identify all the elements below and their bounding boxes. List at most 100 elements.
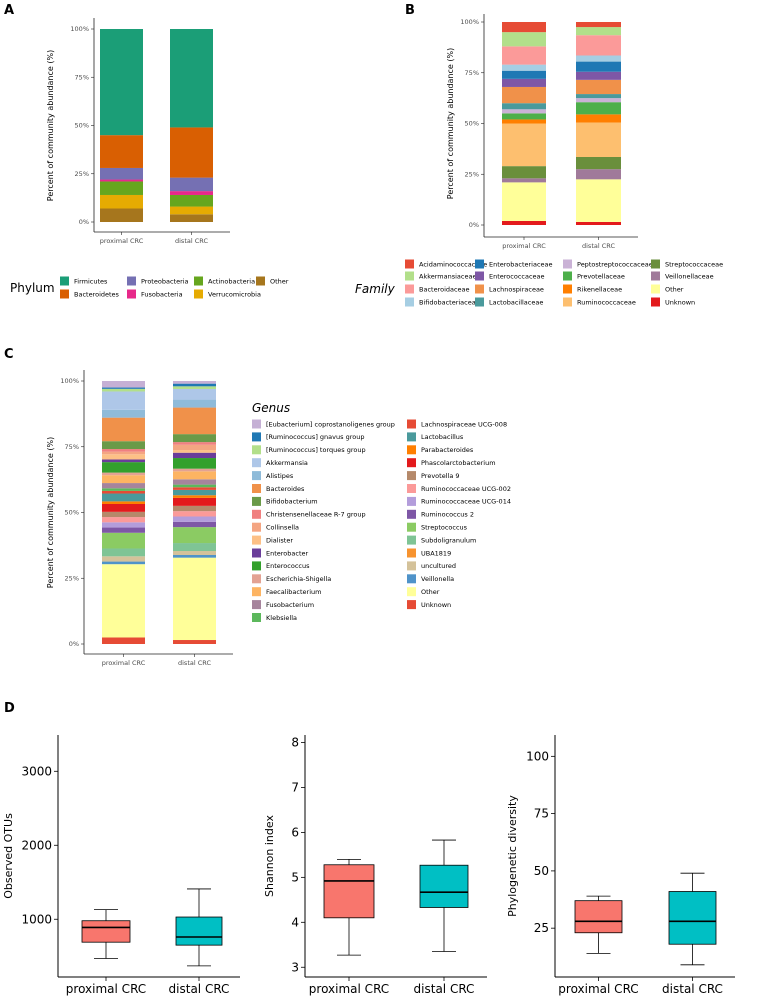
bar-segment <box>173 407 216 435</box>
legend-swatch <box>252 535 261 545</box>
legend-swatch <box>60 276 69 286</box>
bar-segment <box>102 490 145 494</box>
legend-swatch <box>252 496 261 506</box>
bar-segment <box>173 442 216 445</box>
bar-segment <box>173 495 216 498</box>
box-iqr <box>81 920 131 943</box>
x-tick-label: proximal CRC <box>102 659 146 667</box>
legend-swatch <box>252 587 261 597</box>
legend-swatch <box>127 276 136 286</box>
y-tick-label: 3000 <box>21 764 52 778</box>
legend-swatch <box>252 471 261 481</box>
legend-swatch <box>60 289 69 299</box>
y-tick-label: 25% <box>65 574 79 582</box>
x-tick-label: distal CRC <box>582 242 615 250</box>
legend-label: Parabacteroides <box>421 446 474 454</box>
y-tick-label: 100% <box>460 18 479 26</box>
legend-swatch <box>252 484 261 493</box>
legend-label: Ruminococcaceae UCG-002 <box>421 485 511 493</box>
chart-B: 0% 25% 50% 75% 100% Percent of community abun… <box>355 14 723 307</box>
box-iqr <box>323 864 375 919</box>
bar-segment <box>502 182 546 221</box>
legend-swatch <box>405 259 414 269</box>
legend-label: Faecalibacterium <box>266 588 321 596</box>
bar-segment <box>173 450 216 453</box>
legend-label: Subdoligranulum <box>421 536 476 544</box>
bar-segment <box>170 206 213 215</box>
legend-label: Fusobacteria <box>141 290 183 298</box>
bar-segment <box>576 102 621 115</box>
bar-segment <box>173 487 216 490</box>
bar-segment <box>170 191 213 195</box>
legend-swatch <box>252 548 261 558</box>
bar-segment <box>102 459 145 463</box>
bar-segment <box>102 388 145 392</box>
bar-segment <box>502 220 546 225</box>
legend-label: Phascolarctobacterium <box>421 459 496 467</box>
legend-label: Veillonellaceae <box>665 272 714 280</box>
legend-label: Verrucomicrobia <box>208 290 261 298</box>
panel-label-c: C <box>4 347 14 362</box>
bar-segment <box>102 501 145 504</box>
legend-swatch <box>407 471 416 481</box>
legend-swatch <box>407 496 416 506</box>
legend-label: Dialister <box>266 536 293 544</box>
y-tick-label: 75% <box>75 73 89 81</box>
legend-label: Other <box>270 277 289 285</box>
legend-label: Enterococcaceae <box>489 272 545 280</box>
bar-segment <box>173 551 216 556</box>
bar-segment <box>173 484 216 488</box>
y-tick-label: 50 <box>534 864 549 878</box>
legend-label: Actinobacteria <box>208 277 255 285</box>
legend-swatch <box>407 587 416 597</box>
x-tick-label: distal CRC <box>414 982 475 996</box>
legend-swatch <box>252 522 261 532</box>
y-tick-label: 4 <box>291 915 299 929</box>
bar-segment <box>170 127 213 178</box>
bar-segment <box>173 505 216 512</box>
y-axis-title: Phylogenetic diversity <box>506 795 519 917</box>
legend-label: Unknown <box>421 601 451 609</box>
legend-swatch <box>407 419 416 429</box>
bar-segment <box>173 386 216 389</box>
bar-segment <box>102 391 145 410</box>
bar-segment <box>102 503 145 512</box>
bar-segment <box>170 29 213 128</box>
bar-segment <box>102 475 145 484</box>
legend-swatch <box>651 284 660 294</box>
legend-label: Ruminococcaceae <box>577 298 636 306</box>
legend-label: Peptostreptococcaceae <box>577 260 653 268</box>
bar-segment <box>502 166 546 179</box>
bar-segment <box>173 468 216 472</box>
legend-swatch <box>405 297 414 307</box>
legend-swatch <box>651 271 660 281</box>
bar-segment <box>502 86 546 104</box>
bar-segment <box>576 122 621 157</box>
bar-segment <box>102 561 145 565</box>
bar-segment <box>576 94 621 99</box>
legend-swatch <box>563 284 572 294</box>
legend-swatch <box>407 600 416 610</box>
y-tick-label: 100 <box>526 749 549 763</box>
legend-label: Lactobacillaceae <box>489 298 543 306</box>
bar-segment <box>502 113 546 120</box>
legend-swatch <box>256 276 265 286</box>
bar-segment <box>102 488 145 491</box>
bar-segment <box>173 452 216 459</box>
y-tick-label: 7 <box>291 780 299 794</box>
legend-label: Firmicutes <box>74 277 108 285</box>
bar-segment <box>100 135 143 168</box>
y-tick-label: 75 <box>534 807 549 821</box>
chart-D3: 25 50 75 100 Phylogenetic diversity proximal … <box>506 735 735 996</box>
legend-label: Acidaminococcaceae <box>419 260 487 268</box>
bar-segment <box>502 109 546 114</box>
y-axis-title: Percent of community abundance (%) <box>46 50 55 201</box>
legend-label: Akkermansia <box>266 459 308 467</box>
legend-swatch <box>563 271 572 281</box>
bar-segment <box>170 177 213 192</box>
legend-swatch <box>252 458 261 468</box>
bar-segment <box>102 472 145 476</box>
legend-label: Bacteroidetes <box>74 290 120 298</box>
box-iqr <box>419 864 469 908</box>
